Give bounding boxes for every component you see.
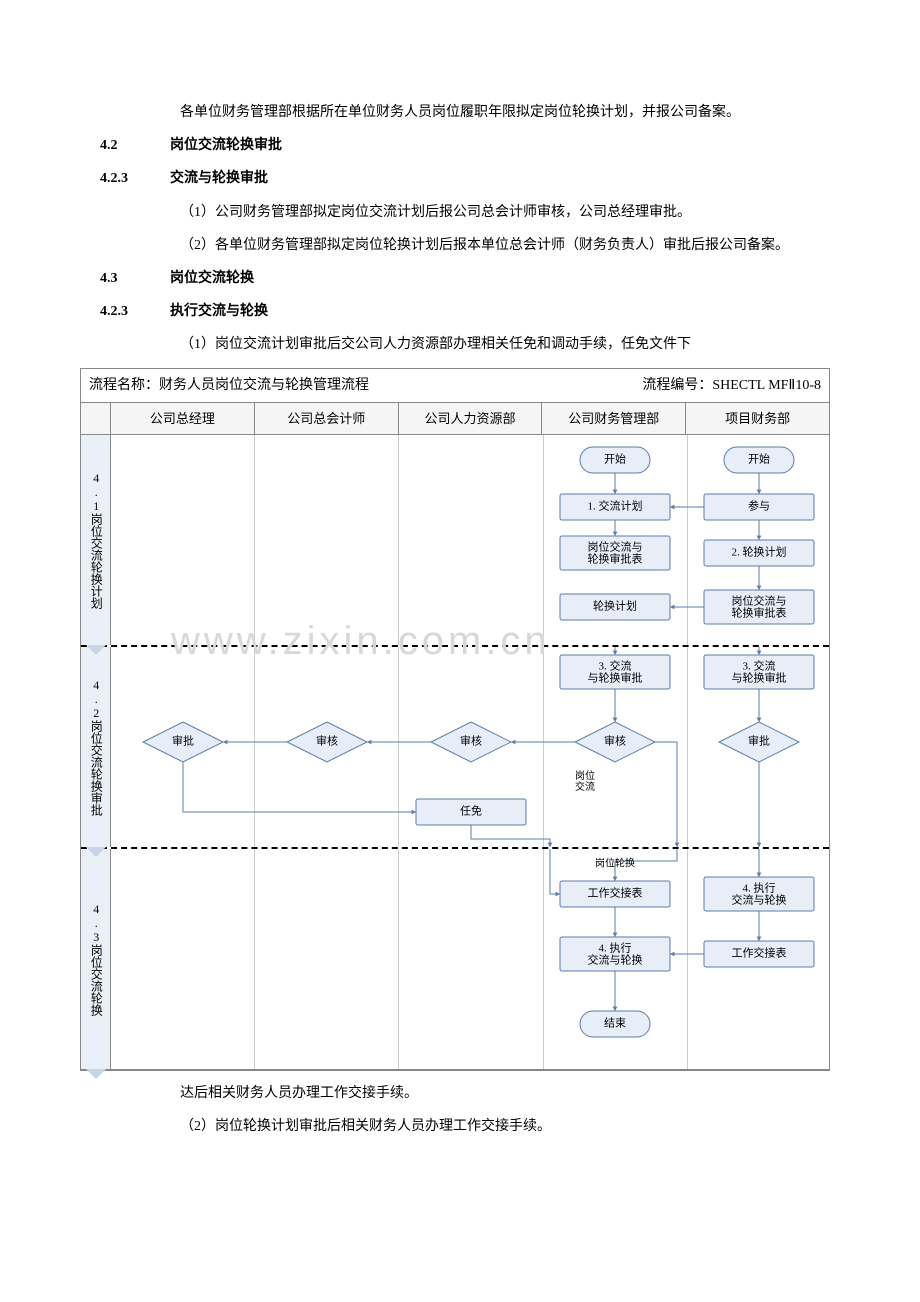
- svg-text:岗位轮换: 岗位轮换: [595, 856, 635, 869]
- heading-num: 4.2.3: [100, 299, 140, 324]
- heading-text: 交流与轮换审批: [170, 166, 268, 191]
- svg-text:轮换计划: 轮换计划: [593, 599, 637, 613]
- flow-svg-1: 开始 开始 1. 交流计划 参与岗位交流与轮换审批表 2. 轮换计划轮换计划 岗位交流与轮…: [111, 435, 831, 645]
- svg-text:工作交接表: 工作交接表: [588, 886, 643, 900]
- lane-header: 公司财务管理部: [542, 403, 686, 434]
- flowchart-title: 流程名称：财务人员岗位交流与轮换管理流程: [81, 369, 634, 402]
- svg-text:审核: 审核: [316, 734, 338, 748]
- paragraph-4: （1）岗位交流计划审批后交公司人力资源部办理相关任免和调动手续，任免文件下: [60, 332, 860, 357]
- flow-svg-2: 3. 交流与轮换审批3. 交流与轮换审批审批审核审核审核审批岗位交流任免: [111, 647, 831, 847]
- swim-label-2: 4.2岗位交流轮换审批: [81, 647, 111, 847]
- svg-text:岗位交流: 岗位交流: [575, 769, 595, 793]
- heading-num: 4.2: [100, 133, 140, 158]
- paragraph-5: 达后相关财务人员办理工作交接手续。: [60, 1081, 860, 1106]
- flowchart: 流程名称：财务人员岗位交流与轮换管理流程 流程编号：SHECTL MFⅡ10-8…: [80, 368, 830, 1072]
- flowchart-body: 4.1岗位交流轮换计划 www.zixin.com.cn 开始开始1. 交流计划…: [81, 435, 829, 1070]
- heading-num: 4.2.3: [100, 166, 140, 191]
- svg-text:审批: 审批: [748, 734, 770, 748]
- lanes-area-1: www.zixin.com.cn 开始开始1. 交流计划参与岗位交流与轮换审批表…: [111, 435, 831, 645]
- paragraph-1: 各单位财务管理部根据所在单位财务人员岗位履职年限拟定岗位轮换计划，并报公司备案。: [60, 100, 860, 125]
- paragraph-2: （1）公司财务管理部拟定岗位交流计划后报公司总会计师审核，公司总经理审批。: [60, 200, 860, 225]
- svg-text:岗位交流与轮换审批表: 岗位交流与轮换审批表: [732, 593, 787, 619]
- svg-text:工作交接表: 工作交接表: [732, 946, 787, 960]
- lane-header: 公司总会计师: [255, 403, 399, 434]
- flowchart-number: 流程编号：SHECTL MFⅡ10-8: [634, 369, 829, 402]
- flow-svg-3: 岗位轮换工作交接表4. 执行交流与轮换4. 执行交流与轮换工作交接表结束: [111, 849, 831, 1069]
- svg-text:参与: 参与: [748, 499, 770, 513]
- svg-text:岗位交流与轮换审批表: 岗位交流与轮换审批表: [588, 539, 643, 565]
- lane-header: 项目财务部: [686, 403, 829, 434]
- heading-num: 4.3: [100, 266, 140, 291]
- heading-4-2-3b: 4.2.3 执行交流与轮换: [60, 299, 860, 324]
- paragraph-6: （2）岗位轮换计划审批后相关财务人员办理工作交接手续。: [60, 1114, 860, 1139]
- swim-section-1: 4.1岗位交流轮换计划 www.zixin.com.cn 开始开始1. 交流计划…: [81, 435, 829, 647]
- swim-label-1: 4.1岗位交流轮换计划: [81, 435, 111, 645]
- swim-section-2: 4.2岗位交流轮换审批 3. 交流与轮换审批3. 交流与轮换审批审批审核审核审核…: [81, 647, 829, 849]
- svg-text:开始: 开始: [604, 452, 626, 466]
- lane-header: 公司总经理: [111, 403, 255, 434]
- svg-text:2. 轮换计划: 2. 轮换计划: [732, 545, 787, 559]
- svg-text:1. 交流计划: 1. 交流计划: [588, 499, 643, 513]
- swim-label-3: 4.3岗位交流轮换: [81, 849, 111, 1069]
- lanes-area-3: 岗位轮换工作交接表4. 执行交流与轮换4. 执行交流与轮换工作交接表结束: [111, 849, 831, 1069]
- lane-header: 公司人力资源部: [399, 403, 543, 434]
- heading-4-3: 4.3 岗位交流轮换: [60, 266, 860, 291]
- swim-section-3: 4.3岗位交流轮换 岗位轮换工作交接表4. 执行交流与轮换4. 执行交流与轮换工…: [81, 849, 829, 1070]
- heading-text: 执行交流与轮换: [170, 299, 268, 324]
- svg-text:审核: 审核: [460, 734, 482, 748]
- flowchart-lane-headers: 公司总经理 公司总会计师 公司人力资源部 公司财务管理部 项目财务部: [81, 403, 829, 435]
- svg-text:任免: 任免: [460, 804, 482, 818]
- heading-4-2: 4.2 岗位交流轮换审批: [60, 133, 860, 158]
- flowchart-title-row: 流程名称：财务人员岗位交流与轮换管理流程 流程编号：SHECTL MFⅡ10-8: [81, 369, 829, 403]
- svg-text:结束: 结束: [604, 1017, 626, 1030]
- svg-text:审核: 审核: [604, 734, 626, 748]
- heading-text: 岗位交流轮换审批: [170, 133, 282, 158]
- lanes-area-2: 3. 交流与轮换审批3. 交流与轮换审批审批审核审核审核审批岗位交流任免: [111, 647, 831, 847]
- heading-4-2-3: 4.2.3 交流与轮换审批: [60, 166, 860, 191]
- svg-text:开始: 开始: [748, 452, 770, 466]
- svg-text:审批: 审批: [172, 734, 194, 748]
- paragraph-3: （2）各单位财务管理部拟定岗位轮换计划后报本单位总会计师（财务负责人）审批后报公…: [60, 233, 860, 258]
- heading-text: 岗位交流轮换: [170, 266, 254, 291]
